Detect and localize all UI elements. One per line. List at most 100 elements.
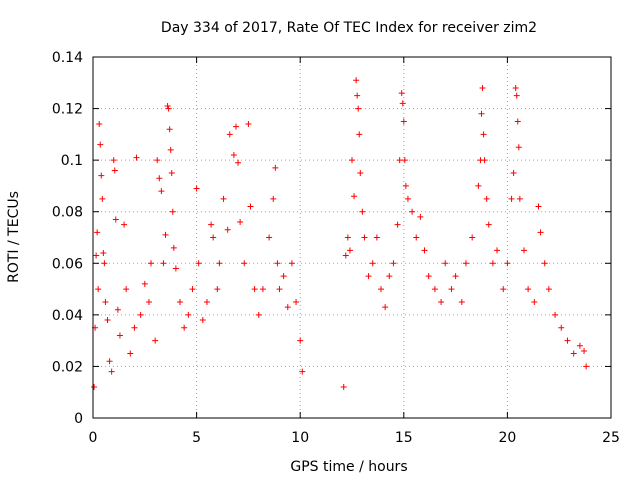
data-point (266, 234, 273, 241)
data-point (104, 317, 111, 324)
data-point (232, 123, 239, 130)
data-point (537, 229, 544, 236)
data-point (141, 280, 148, 287)
data-point (193, 185, 200, 192)
data-point (357, 170, 364, 177)
data-point (541, 260, 548, 267)
data-point (133, 154, 140, 161)
data-point (94, 229, 101, 236)
data-point (230, 151, 237, 158)
data-point (494, 247, 501, 254)
data-point (99, 195, 106, 202)
data-point (272, 164, 279, 171)
data-point (195, 260, 202, 267)
data-point (167, 146, 174, 153)
y-axis-tick-labels: 0 0.02 0.04 0.06 0.08 0.1 0.12 0.14 (52, 50, 83, 427)
x-tick-label: 10 (291, 430, 309, 446)
data-point (478, 110, 485, 117)
data-point (475, 182, 482, 189)
data-point (481, 157, 488, 164)
data-point (355, 105, 362, 112)
x-tick-label: 0 (89, 430, 98, 446)
data-point (400, 118, 407, 125)
data-point (394, 221, 401, 228)
data-point (199, 317, 206, 324)
data-point (247, 203, 254, 210)
data-point (378, 286, 385, 293)
data-point (91, 384, 98, 391)
data-point (485, 221, 492, 228)
data-point (421, 247, 428, 254)
data-point (112, 216, 119, 223)
data-point (513, 92, 520, 99)
x-tick-label: 5 (192, 430, 201, 446)
data-point (259, 286, 266, 293)
data-point (137, 311, 144, 318)
data-point (123, 286, 130, 293)
data-point (98, 172, 105, 179)
data-point (382, 304, 389, 311)
data-point (235, 159, 242, 166)
data-point (106, 358, 113, 365)
data-point (241, 260, 248, 267)
data-point (508, 195, 515, 202)
data-point (114, 306, 121, 313)
data-point (276, 286, 283, 293)
y-tick-label: 0.04 (52, 308, 83, 324)
data-point (299, 368, 306, 375)
data-point (442, 260, 449, 267)
data-point (552, 311, 559, 318)
data-points (91, 77, 590, 391)
data-point (386, 273, 393, 280)
data-point (152, 337, 159, 344)
data-point (288, 260, 295, 267)
data-point (515, 144, 522, 151)
data-point (504, 260, 511, 267)
data-point (516, 195, 523, 202)
data-point (365, 273, 372, 280)
data-point (396, 157, 403, 164)
data-point (417, 213, 424, 220)
data-point (148, 260, 155, 267)
data-point (168, 170, 175, 177)
data-point (270, 195, 277, 202)
data-point (462, 260, 469, 267)
data-point (438, 298, 445, 305)
data-point (172, 265, 179, 272)
y-tick-label: 0.06 (52, 256, 83, 272)
data-point (489, 260, 496, 267)
data-point (510, 170, 517, 177)
data-point (409, 208, 416, 215)
x-tick-label: 20 (498, 430, 516, 446)
data-point (208, 221, 215, 228)
data-point (181, 324, 188, 331)
data-point (545, 286, 552, 293)
data-point (535, 203, 542, 210)
data-point (237, 219, 244, 226)
data-point (402, 182, 409, 189)
data-point (359, 208, 366, 215)
data-point (154, 157, 161, 164)
data-point (108, 368, 115, 375)
x-tick-label: 15 (395, 430, 413, 446)
data-point (224, 226, 231, 233)
data-point (525, 286, 532, 293)
y-tick-label: 0.02 (52, 359, 83, 375)
data-point (170, 244, 177, 251)
data-point (390, 260, 397, 267)
data-point (512, 84, 519, 91)
data-point (344, 234, 351, 241)
data-point (216, 260, 223, 267)
data-point (570, 350, 577, 357)
data-point (156, 175, 163, 182)
data-point (255, 311, 262, 318)
data-point (373, 234, 380, 241)
data-point (210, 234, 217, 241)
data-point (100, 249, 107, 256)
y-axis-label: ROTI / TECUs (6, 191, 22, 283)
data-point (448, 286, 455, 293)
data-point (576, 342, 583, 349)
gridlines (93, 57, 611, 418)
data-point (404, 195, 411, 202)
